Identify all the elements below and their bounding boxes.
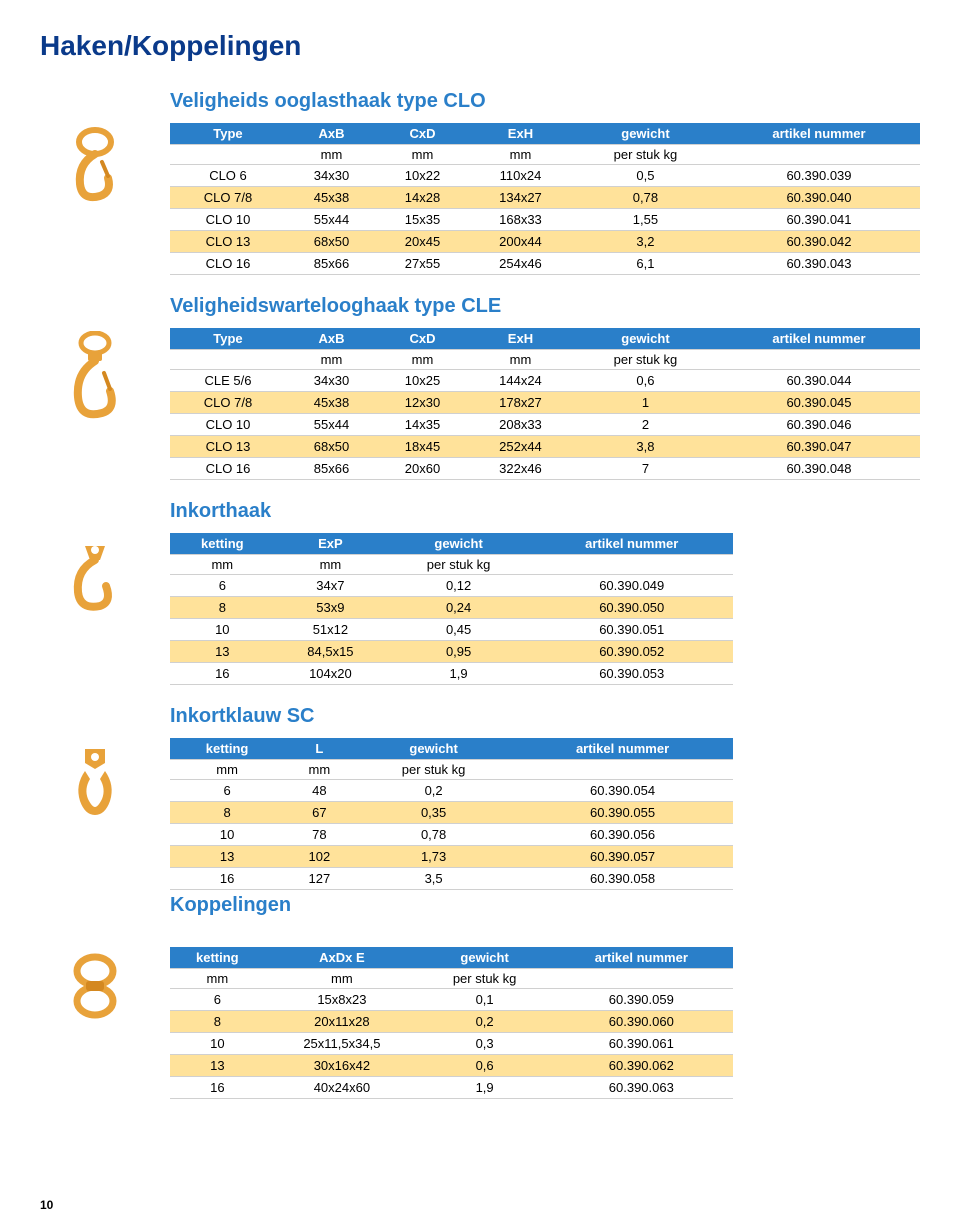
- inkortklauw-title: Inkortklauw SC: [170, 705, 920, 728]
- section-koppelingen: ketting AxDx E gewicht artikel nummer mm…: [40, 947, 920, 1099]
- table-row: 1384,5x150,9560.390.052: [170, 641, 733, 663]
- table-header: ketting AxDx E gewicht artikel nummer: [170, 947, 733, 969]
- cle-table: Type AxB CxD ExH gewicht artikel nummer …: [170, 328, 920, 480]
- table-row: CLO 1368x5020x45200x443,260.390.042: [170, 231, 920, 253]
- inkorthaak-table: ketting ExP gewicht artikel nummer mm mm…: [170, 533, 733, 685]
- hook-cle-icon: [50, 331, 140, 431]
- table-row: CLO 1055x4415x35168x331,5560.390.041: [170, 209, 920, 231]
- table-row: 634x70,1260.390.049: [170, 575, 733, 597]
- clo-image: [40, 90, 150, 206]
- table-subheader: mm mm mm per stuk kg: [170, 145, 920, 165]
- table-row: 1051x120,4560.390.051: [170, 619, 733, 641]
- table-row: 161273,560.390.058: [170, 868, 733, 890]
- table-row: CLO 7/845x3814x28134x270,7860.390.040: [170, 187, 920, 209]
- table-row: 1640x24x601,960.390.063: [170, 1077, 733, 1099]
- table-row: 1330x16x420,660.390.062: [170, 1055, 733, 1077]
- table-subheader: mm mm mm per stuk kg: [170, 350, 920, 370]
- table-row: 820x11x280,260.390.060: [170, 1011, 733, 1033]
- section-inkorthaak: Inkorthaak ketting ExP gewicht artikel n…: [40, 500, 920, 685]
- page-title: Haken/Koppelingen: [40, 30, 920, 62]
- table-row: CLE 5/634x3010x25144x240,660.390.044: [170, 370, 920, 392]
- table-row: CLO 1368x5018x45252x443,860.390.047: [170, 436, 920, 458]
- table-row: 131021,7360.390.057: [170, 846, 733, 868]
- table-row: CLO 634x3010x22110x240,560.390.039: [170, 165, 920, 187]
- table-row: 10780,7860.390.056: [170, 824, 733, 846]
- section-cle: Veligheidswarteloog­haak type CLE Type A…: [40, 295, 920, 480]
- table-row: 6480,260.390.054: [170, 780, 733, 802]
- hook-clo-icon: [50, 126, 140, 206]
- table-row: 8670,3560.390.055: [170, 802, 733, 824]
- cle-title: Veligheidswarteloog­haak type CLE: [170, 295, 920, 318]
- inkortklauw-table: ketting L gewicht artikel nummer mm mm p…: [170, 738, 733, 890]
- hook-inkorthaak-icon: [50, 536, 140, 616]
- table-header: Type AxB CxD ExH gewicht artikel nummer: [170, 328, 920, 350]
- table-row: 1025x11,5x34,50,360.390.061: [170, 1033, 733, 1055]
- inkortklauw-image: [40, 705, 150, 821]
- page-number: 10: [40, 1198, 53, 1212]
- table-header: Type AxB CxD ExH gewicht artikel nummer: [170, 123, 920, 145]
- inkorthaak-image: [40, 500, 150, 616]
- inkorthaak-title: Inkorthaak: [170, 500, 920, 523]
- table-header: ketting L gewicht artikel nummer: [170, 738, 733, 760]
- table-row: CLO 1685x6627x55254x466,160.390.043: [170, 253, 920, 275]
- table-subheader: mm mm per stuk kg: [170, 555, 733, 575]
- table-row: 16104x201,960.390.053: [170, 663, 733, 685]
- section-inkortklauw: Inkortklauw SC ketting L gewicht artikel…: [40, 705, 920, 927]
- section-clo: Veligheids ooglasthaak type CLO Type AxB…: [40, 90, 920, 275]
- clo-title: Veligheids ooglasthaak type CLO: [170, 90, 920, 113]
- coupling-icon: [50, 947, 140, 1027]
- table-subheader: mm mm per stuk kg: [170, 969, 733, 989]
- koppelingen-title: Koppelingen: [170, 894, 920, 917]
- hook-inkortklauw-icon: [50, 741, 140, 821]
- koppelingen-table: ketting AxDx E gewicht artikel nummer mm…: [170, 947, 733, 1099]
- table-header: ketting ExP gewicht artikel nummer: [170, 533, 733, 555]
- table-row: CLO 1055x4414x35208x33260.390.046: [170, 414, 920, 436]
- table-row: CLO 1685x6620x60322x46760.390.048: [170, 458, 920, 480]
- clo-table: Type AxB CxD ExH gewicht artikel nummer …: [170, 123, 920, 275]
- cle-image: [40, 295, 150, 431]
- table-row: 853x90,2460.390.050: [170, 597, 733, 619]
- table-row: 615x8x230,160.390.059: [170, 989, 733, 1011]
- koppelingen-image: [40, 947, 150, 1027]
- table-subheader: mm mm per stuk kg: [170, 760, 733, 780]
- table-row: CLO 7/845x3812x30178x27160.390.045: [170, 392, 920, 414]
